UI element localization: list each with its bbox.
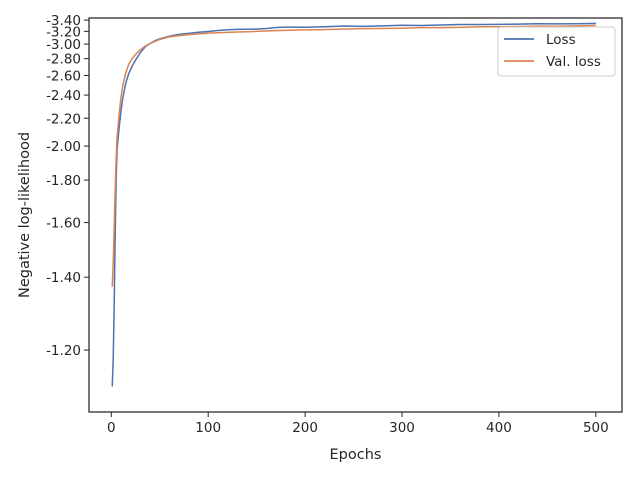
x-tick-label: 500: [583, 420, 609, 436]
plot-frame: [88, 17, 623, 413]
y-tick-label: -2.20: [46, 111, 81, 127]
series-line-loss: [111, 22, 596, 387]
y-tick-label: -1.20: [46, 343, 81, 359]
x-tick-label: 400: [486, 420, 512, 436]
x-tick-label: 0: [107, 420, 116, 436]
legend: Loss Val. loss: [497, 26, 616, 77]
series-layer: [111, 22, 596, 387]
x-tick-label: 100: [195, 420, 221, 436]
y-tick-label: -2.80: [46, 52, 81, 68]
y-tick-label: -3.00: [46, 37, 81, 53]
y-tick-label: -2.00: [46, 139, 81, 155]
y-tick-label: -2.60: [46, 68, 81, 84]
y-axis-label: Negative log-likelihood: [17, 132, 33, 298]
y-tick-label: -1.60: [46, 216, 81, 232]
y-tick-label: -1.40: [46, 270, 81, 286]
y-tick-label: -3.40: [46, 13, 81, 29]
y-axis: -1.20 -1.40 -1.60 -1.80 -2.00 -2.20 -2.40 -2.60…: [46, 13, 89, 359]
x-axis: 0 100 200 300 400 500: [107, 412, 609, 436]
y-tick-label: -1.80: [46, 173, 81, 189]
y-tick-label: -3.20: [46, 24, 81, 40]
legend-entry-loss: Loss: [546, 32, 576, 48]
y-tick-label: -2.40: [46, 88, 81, 104]
x-tick-label: 300: [389, 420, 415, 436]
legend-entry-val-loss: Val. loss: [546, 54, 601, 70]
series-line-val-loss: [111, 24, 596, 287]
x-axis-label: Epochs: [330, 447, 382, 463]
x-tick-label: 200: [292, 420, 318, 436]
